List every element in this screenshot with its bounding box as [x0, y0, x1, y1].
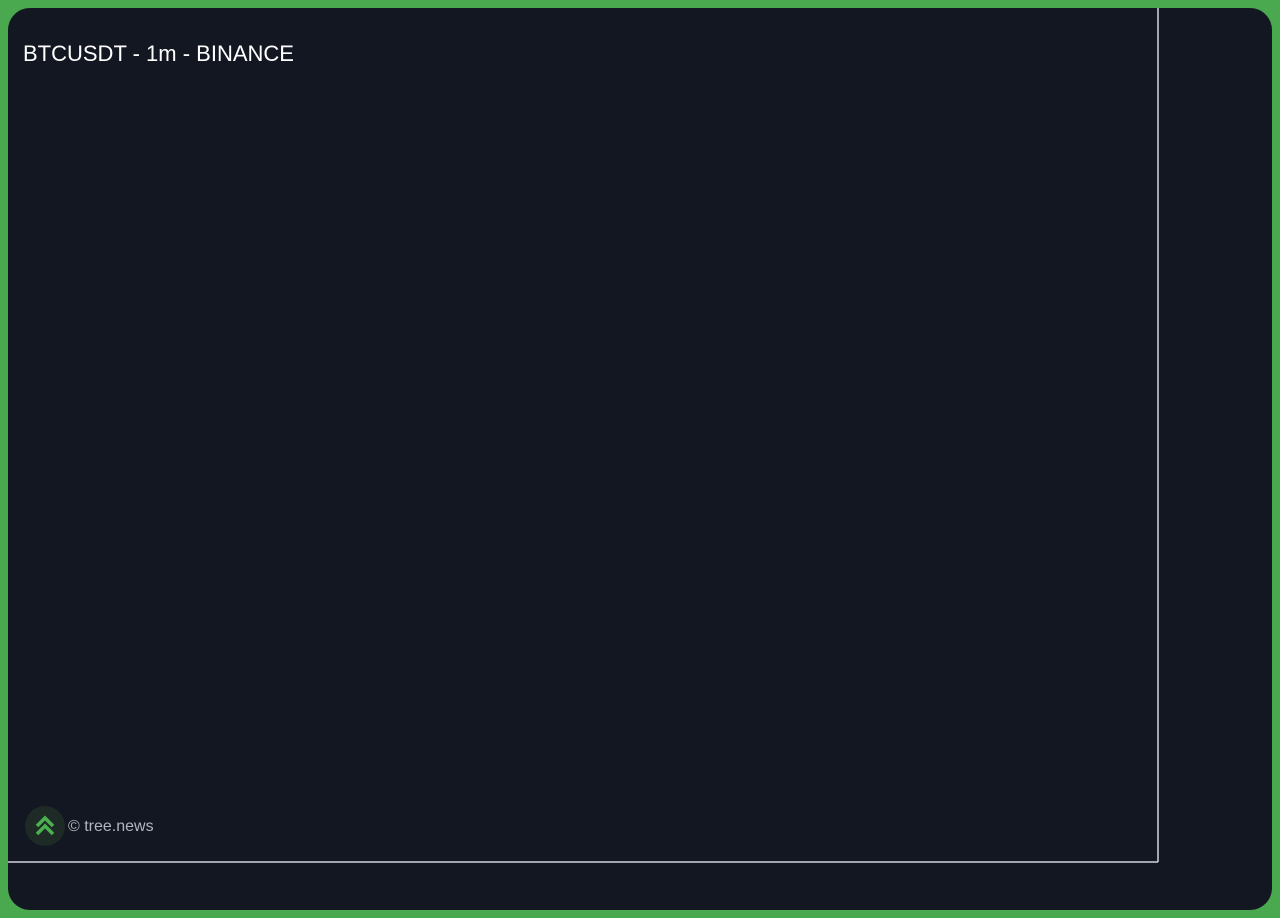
panel: [8, 8, 1272, 910]
watermark: © tree.news: [25, 806, 154, 846]
watermark-chevrons: [35, 815, 55, 836]
chart-title: BTCUSDT - 1m - BINANCE: [23, 41, 294, 66]
watermark-text: © tree.news: [68, 818, 154, 835]
